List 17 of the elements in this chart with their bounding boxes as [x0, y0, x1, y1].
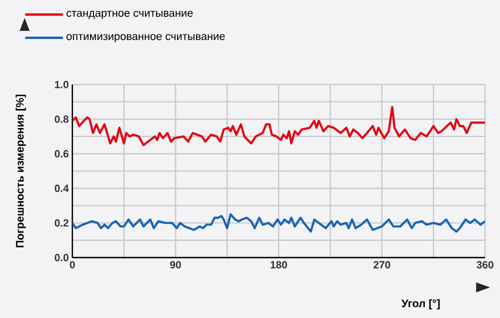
line-series: [72, 106, 486, 146]
y-axis-title: Погрешность измерения [%]: [16, 94, 26, 248]
y-tick-label: 1.0: [55, 80, 68, 88]
y-tick-label: 0.8: [54, 115, 69, 123]
x-tick-label: 0: [70, 260, 75, 268]
y-tick-label: 0.4: [54, 184, 69, 192]
x-tick-label: 90: [170, 260, 181, 268]
x-axis-title: Угол [°]: [401, 299, 440, 310]
x-tick-label: 270: [374, 260, 390, 268]
x-tick-label: 360: [476, 260, 494, 268]
line-series: [72, 213, 486, 233]
legend-label: стандартное считывание: [66, 10, 193, 19]
y-tick-label: 0.0: [54, 254, 68, 262]
legend-label: оптимизированное считывание: [66, 34, 225, 42]
y-tick-label: 0.6: [54, 150, 68, 158]
y-tick-label: 0.2: [54, 219, 68, 227]
x-tick-label: 180: [270, 260, 287, 268]
